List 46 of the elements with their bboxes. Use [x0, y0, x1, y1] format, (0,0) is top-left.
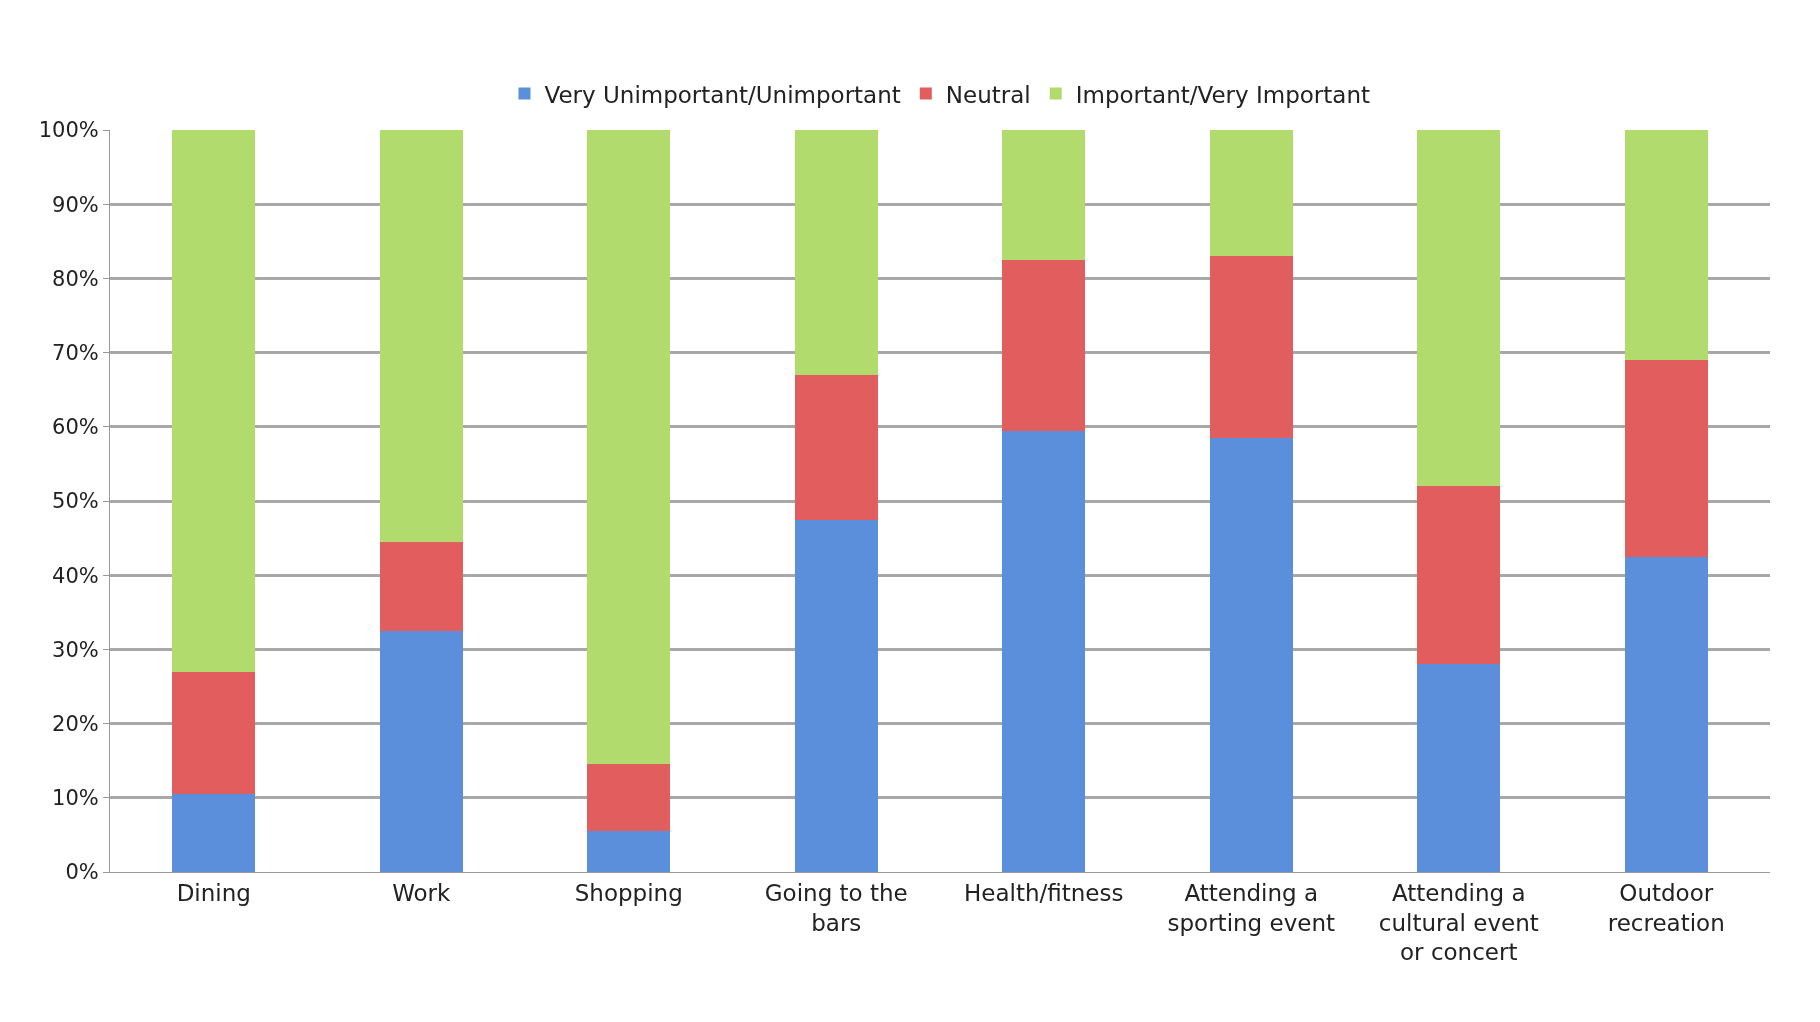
bar — [587, 764, 671, 832]
y-tick-label: 100% — [38, 118, 99, 143]
y-tick-label: 80% — [52, 266, 99, 291]
bar — [1209, 256, 1293, 438]
x-tick-label: Health/fitness — [964, 879, 1124, 906]
bar — [587, 130, 671, 765]
bar — [172, 130, 256, 672]
y-tick-label: 10% — [52, 786, 99, 811]
x-tick-label: Attending a cultural event or concert — [1378, 879, 1539, 966]
bar — [1209, 437, 1293, 872]
bar — [1624, 556, 1708, 872]
bar — [1417, 486, 1501, 665]
bar — [794, 374, 878, 520]
y-tick-label: 40% — [52, 563, 99, 588]
bar — [1002, 430, 1086, 872]
bar — [1417, 130, 1501, 487]
bar — [1624, 360, 1708, 557]
y-tick-label: 30% — [52, 637, 99, 662]
y-tick-label: 90% — [52, 192, 99, 217]
bar — [794, 519, 878, 872]
bar — [1002, 259, 1086, 431]
x-tick-label: Attending a sporting event — [1167, 879, 1336, 936]
legend-label: Very Unimportant/Unimportant — [544, 81, 901, 108]
bar — [379, 541, 463, 631]
y-tick-label: 50% — [52, 489, 99, 514]
y-tick-label: 0% — [65, 860, 99, 885]
y-tick-label: 20% — [52, 711, 99, 736]
bar — [172, 794, 256, 872]
bar — [1209, 130, 1293, 257]
bar — [379, 130, 463, 542]
x-tick-label: Dining — [176, 879, 251, 906]
bar — [379, 630, 463, 872]
bar — [1002, 130, 1086, 260]
bar — [1624, 130, 1708, 361]
legend-label: Neutral — [945, 81, 1031, 108]
x-tick-label: Outdoor recreation — [1607, 879, 1725, 936]
bar — [1417, 664, 1501, 872]
bar — [172, 671, 256, 795]
x-tick-label: Work — [392, 879, 452, 906]
y-tick-label: 70% — [52, 340, 99, 365]
y-tick-label: 60% — [52, 415, 99, 440]
bar — [587, 831, 671, 872]
legend-label: Important/Very Important — [1075, 81, 1370, 108]
x-tick-label: Shopping — [574, 879, 683, 906]
bar — [794, 130, 878, 375]
x-tick-label: Going to the bars — [764, 879, 908, 936]
